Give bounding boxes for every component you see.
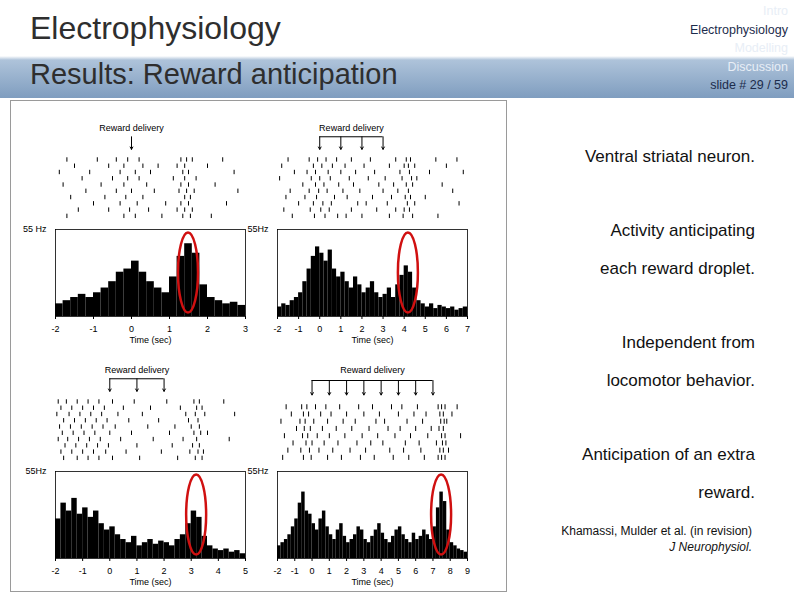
html-text:Intro: Intro (763, 4, 788, 18)
svg-text:1: 1 (327, 566, 332, 576)
html-text:J Neurophysiol.: J Neurophysiol. (669, 540, 752, 554)
svg-text:2: 2 (205, 324, 210, 334)
svg-text:5: 5 (396, 566, 401, 576)
svg-text:Time (sec): Time (sec) (129, 335, 171, 345)
svg-text:Reward delivery: Reward delivery (99, 123, 164, 133)
svg-text:Reward delivery: Reward delivery (105, 365, 170, 375)
html-text:Ventral striatal neuron.: Ventral striatal neuron. (584, 147, 755, 166)
html-text:each reward droplet.: each reward droplet. (600, 259, 755, 278)
svg-text:-1: -1 (291, 566, 299, 576)
svg-text:5: 5 (423, 324, 428, 334)
svg-text:55Hz: 55Hz (25, 466, 47, 476)
svg-text:6: 6 (444, 324, 449, 334)
svg-text:0: 0 (317, 324, 322, 334)
svg-text:8: 8 (448, 566, 453, 576)
svg-text:-2: -2 (273, 566, 281, 576)
svg-text:0: 0 (310, 566, 315, 576)
svg-text:3: 3 (381, 324, 386, 334)
svg-text:1: 1 (134, 566, 139, 576)
svg-text:6: 6 (413, 566, 418, 576)
svg-text:9: 9 (465, 566, 470, 576)
html-text:Discussion: Discussion (727, 59, 788, 74)
svg-text:Time (sec): Time (sec) (351, 577, 393, 587)
svg-text:4: 4 (402, 324, 407, 334)
html-text:Khamassi, Mulder et al. (in re: Khamassi, Mulder et al. (in revision) (561, 524, 752, 538)
html-text:Anticipation of an extra: Anticipation of an extra (582, 445, 755, 464)
svg-text:Time (sec): Time (sec) (351, 335, 393, 345)
svg-text:2: 2 (344, 566, 349, 576)
html-text:reward.: reward. (698, 483, 755, 502)
svg-text:55 Hz: 55 Hz (23, 224, 47, 234)
svg-text:2: 2 (162, 566, 167, 576)
svg-text:Reward delivery: Reward delivery (340, 365, 405, 375)
html-text:Electrophysiology: Electrophysiology (690, 22, 788, 37)
svg-text:4: 4 (379, 566, 384, 576)
svg-text:7: 7 (465, 324, 470, 334)
svg-text:2: 2 (359, 324, 364, 334)
svg-text:55Hz: 55Hz (247, 466, 269, 476)
svg-text:4: 4 (216, 566, 221, 576)
html-text:Modelling: Modelling (734, 41, 788, 55)
svg-text:Time (sec): Time (sec) (129, 577, 171, 587)
html-text:Results: Reward anticipation: Results: Reward anticipation (30, 58, 398, 90)
svg-text:-1: -1 (295, 324, 303, 334)
svg-text:1: 1 (338, 324, 343, 334)
svg-text:5: 5 (243, 566, 248, 576)
svg-text:3: 3 (189, 566, 194, 576)
svg-text:7: 7 (430, 566, 435, 576)
svg-text:3: 3 (361, 566, 366, 576)
svg-text:-2: -2 (51, 566, 59, 576)
svg-text:-2: -2 (273, 324, 281, 334)
html-text:Activity anticipating: Activity anticipating (610, 221, 755, 240)
svg-text:0: 0 (129, 324, 134, 334)
html-text:Independent from: Independent from (621, 333, 755, 352)
svg-text:3: 3 (243, 324, 248, 334)
svg-text:-1: -1 (89, 324, 97, 334)
svg-text:-2: -2 (51, 324, 59, 334)
svg-text:0: 0 (107, 566, 112, 576)
html-text:slide # 29 / 59: slide # 29 / 59 (710, 78, 788, 92)
svg-text:55Hz: 55Hz (247, 224, 269, 234)
svg-text:Reward delivery: Reward delivery (319, 123, 384, 133)
html-text:locomotor behavior.: locomotor behavior. (606, 371, 755, 390)
html-text:Electrophysiology: Electrophysiology (30, 10, 281, 46)
svg-text:1: 1 (167, 324, 172, 334)
svg-text:-1: -1 (79, 566, 87, 576)
